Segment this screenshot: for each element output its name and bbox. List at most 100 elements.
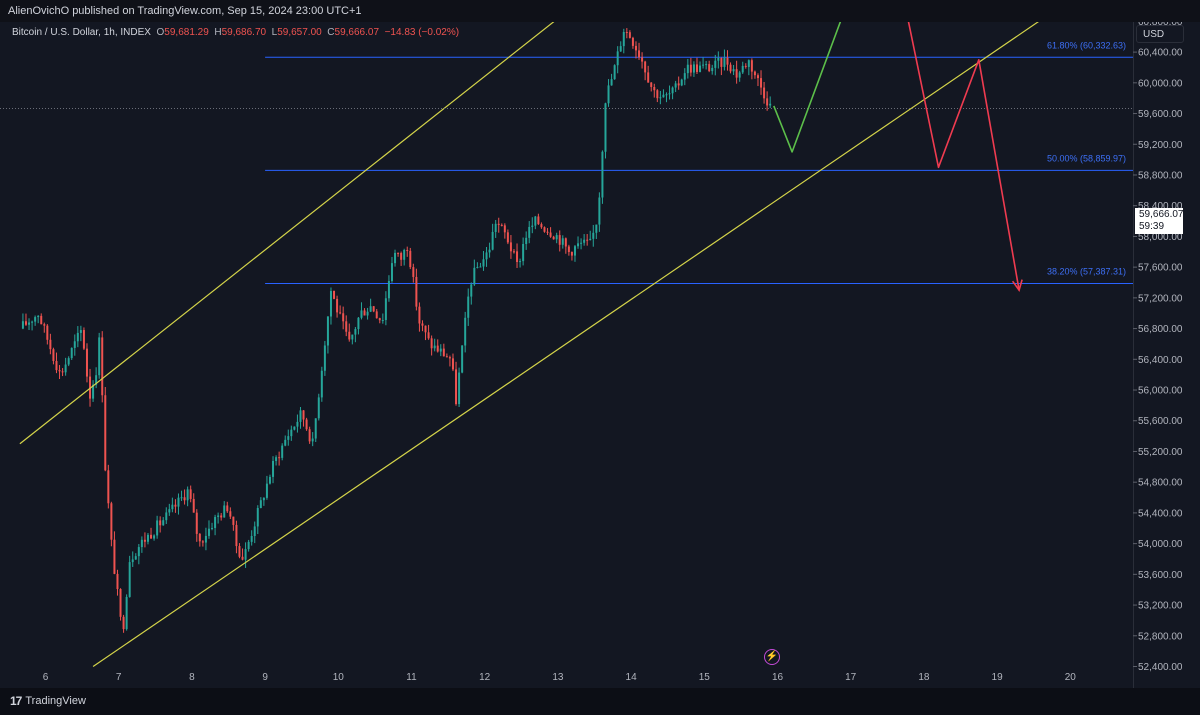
candle-body bbox=[506, 232, 509, 243]
candle-body bbox=[223, 505, 226, 518]
x-tick-label: 8 bbox=[189, 672, 195, 683]
candle-body bbox=[290, 429, 293, 437]
candle-body bbox=[104, 395, 107, 471]
price-axis[interactable] bbox=[1133, 22, 1200, 688]
candle-body bbox=[125, 596, 128, 630]
candle-body bbox=[180, 497, 183, 499]
candle-body bbox=[705, 64, 708, 66]
candle-body bbox=[40, 315, 43, 325]
channel-upper-line[interactable] bbox=[19, 0, 807, 445]
plot-area[interactable] bbox=[0, 22, 1133, 688]
candle-body bbox=[448, 357, 451, 359]
candle-body bbox=[302, 410, 305, 420]
candle-body bbox=[769, 103, 772, 106]
y-tick-label: 58,000.00 bbox=[1138, 232, 1183, 243]
candle-body bbox=[394, 252, 397, 264]
candle-body bbox=[305, 419, 308, 430]
change-value: −14.83 (−0.02%) bbox=[384, 27, 460, 38]
candle-body bbox=[467, 296, 470, 318]
symbol-legend: Bitcoin / U.S. Dollar, 1h, INDEX O59,681… bbox=[12, 27, 459, 38]
candle-body bbox=[378, 318, 381, 321]
candle-body bbox=[177, 497, 180, 507]
candle-body bbox=[229, 511, 232, 517]
candle-body bbox=[165, 512, 168, 521]
candle-body bbox=[37, 315, 40, 318]
publish-info: AlienOvichO published on TradingView.com… bbox=[8, 5, 362, 17]
candle-body bbox=[34, 317, 37, 322]
candle-body bbox=[308, 429, 311, 442]
candle-body bbox=[326, 316, 329, 346]
candle-body bbox=[162, 520, 165, 526]
candle-body bbox=[589, 238, 592, 241]
candle-body bbox=[46, 325, 49, 340]
candle-body bbox=[323, 345, 326, 371]
candle-body bbox=[683, 73, 686, 80]
candle-body bbox=[195, 512, 198, 534]
candle-body bbox=[214, 516, 217, 528]
candle-body bbox=[272, 460, 275, 477]
candle-body bbox=[674, 83, 677, 88]
candle-body bbox=[275, 457, 278, 461]
candle-body bbox=[604, 103, 607, 152]
candle-body bbox=[207, 528, 210, 536]
close-label: C bbox=[327, 27, 335, 38]
candle-body bbox=[638, 50, 641, 58]
y-tick-label: 58,400.00 bbox=[1138, 201, 1183, 212]
candle-body bbox=[76, 332, 79, 342]
candle-body bbox=[641, 57, 644, 62]
x-tick-label: 14 bbox=[626, 672, 638, 683]
currency-selector[interactable]: USD bbox=[1136, 25, 1184, 43]
candle-body bbox=[192, 498, 195, 513]
candle-body bbox=[427, 332, 430, 339]
candle-body bbox=[119, 589, 122, 617]
candle-body bbox=[339, 312, 342, 314]
candle-body bbox=[763, 87, 766, 99]
candle-body bbox=[329, 290, 332, 317]
projection-down-arrow[interactable] bbox=[891, 0, 1020, 291]
candle-body bbox=[159, 520, 162, 526]
x-tick-label: 20 bbox=[1065, 672, 1077, 683]
candle-body bbox=[516, 251, 519, 263]
y-tick-label: 54,400.00 bbox=[1138, 508, 1183, 519]
candle-body bbox=[723, 57, 726, 67]
candle-body bbox=[174, 504, 177, 507]
candle-body bbox=[256, 508, 259, 527]
candle-body bbox=[677, 83, 680, 86]
candle-body bbox=[241, 556, 244, 560]
projection-down-arrow-head bbox=[1011, 279, 1023, 293]
candle-body bbox=[424, 325, 427, 333]
candle-body bbox=[766, 98, 769, 106]
candle-body bbox=[43, 324, 46, 326]
candle-body bbox=[601, 151, 604, 198]
candle-body bbox=[397, 252, 400, 254]
candle-body bbox=[58, 370, 61, 372]
candle-body bbox=[662, 94, 665, 98]
lightning-icon[interactable]: ⚡ bbox=[764, 649, 780, 665]
candle-body bbox=[189, 489, 192, 499]
candle-body bbox=[259, 500, 262, 509]
candle-body bbox=[226, 505, 229, 512]
candle-body bbox=[314, 418, 317, 439]
y-tick-label: 60,800.00 bbox=[1138, 17, 1183, 28]
x-tick-label: 13 bbox=[552, 672, 564, 683]
candle-body bbox=[473, 267, 476, 285]
candle-body bbox=[564, 238, 567, 247]
candle-body bbox=[418, 306, 421, 324]
candle-body bbox=[534, 216, 537, 226]
candle-body bbox=[561, 238, 564, 245]
candle-body bbox=[85, 348, 88, 377]
candle-body bbox=[760, 78, 763, 88]
candle-body bbox=[619, 46, 622, 52]
candle-body bbox=[201, 541, 204, 543]
candle-body bbox=[287, 436, 290, 440]
candle-body bbox=[455, 369, 458, 405]
y-tick-label: 59,600.00 bbox=[1138, 109, 1183, 120]
channel-lower-line[interactable] bbox=[92, 0, 1129, 667]
candle-body bbox=[488, 249, 491, 253]
candle-body bbox=[140, 539, 143, 548]
candle-body bbox=[726, 57, 729, 65]
candle-body bbox=[268, 476, 271, 484]
x-tick-label: 16 bbox=[772, 672, 784, 683]
